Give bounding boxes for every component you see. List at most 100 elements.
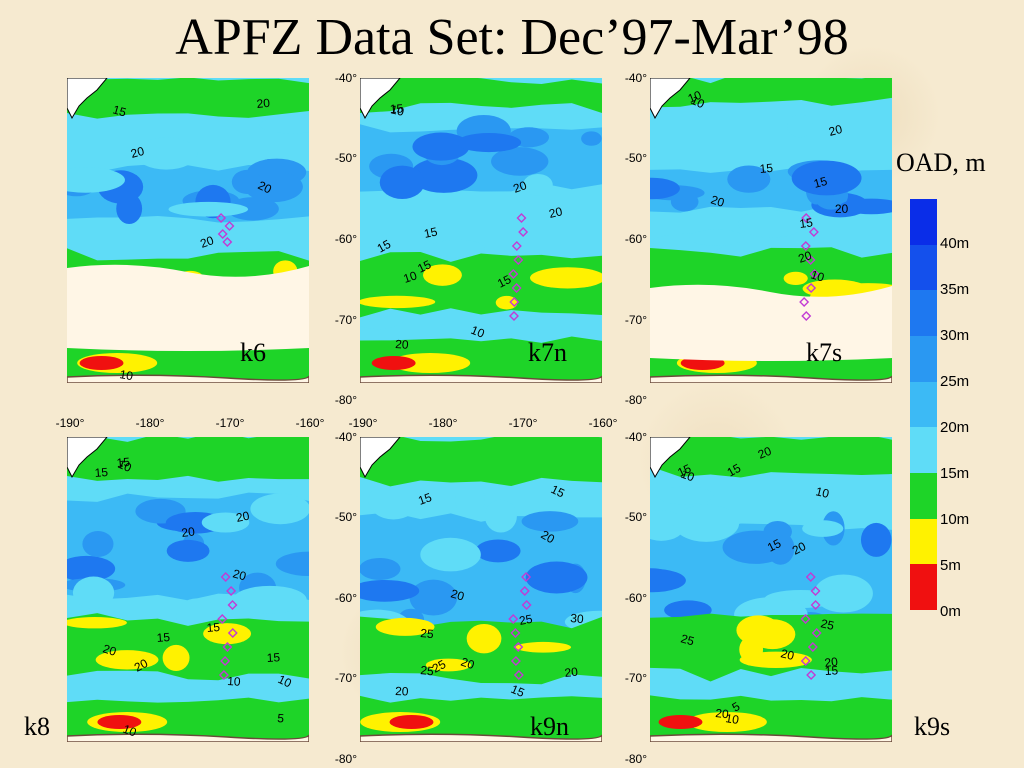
contour-blob: [802, 279, 867, 298]
lat-tick: -40°: [334, 71, 357, 85]
coastline: [360, 733, 602, 742]
contour-blob: [423, 264, 462, 286]
contour-label: 20: [181, 524, 196, 540]
contour-band-10m: [360, 78, 602, 114]
station-marker: [217, 229, 228, 239]
contour-blob: [466, 623, 502, 654]
contour-label: 20: [827, 122, 844, 139]
contour-label: 10: [121, 722, 139, 740]
contour-blob: [658, 715, 703, 729]
contour-blob: [79, 356, 124, 370]
contour-label: 15: [725, 461, 744, 480]
lat-tick: -80°: [334, 393, 357, 407]
contour-label: 15: [375, 237, 394, 256]
contour-label: 20: [511, 178, 529, 196]
contour-label: 20: [835, 202, 849, 216]
contour-label: 20: [235, 509, 251, 525]
contour-band-10m: [360, 437, 602, 487]
coastline: [67, 374, 309, 383]
contour-blob: [475, 539, 521, 563]
contour-blob: [763, 520, 792, 543]
contour-blob: [360, 557, 401, 580]
station-marker: [511, 283, 522, 293]
contour-label: 20: [709, 193, 726, 210]
station-marker: [510, 656, 521, 666]
contour-label: 15: [509, 682, 527, 700]
lon-tick: -170°: [215, 416, 245, 430]
contour-label: 25: [518, 612, 534, 628]
lat-tick: -60°: [624, 591, 647, 605]
lat-tick: -70°: [334, 313, 357, 327]
contour-blob: [168, 201, 249, 217]
contour-blob: [656, 486, 714, 505]
colorbar-swatch: [910, 244, 937, 291]
contour-label: 15: [94, 465, 109, 480]
contour-label: 20: [564, 665, 579, 680]
lat-tick: -60°: [334, 591, 357, 605]
contour-blob: [525, 561, 588, 594]
contour-label: 15: [266, 650, 280, 665]
contour-blob: [670, 192, 699, 212]
station-marker: [808, 227, 819, 237]
contour-blob: [650, 568, 686, 593]
lat-tick: -50°: [334, 151, 357, 165]
contour-blob: [166, 539, 210, 562]
contour-blob: [521, 511, 579, 532]
contour-label: 15: [390, 101, 404, 116]
lat-tick: -40°: [624, 71, 647, 85]
contour-label: 15: [812, 174, 829, 191]
map-panel-k7s: 10 20 15 15 20 20 15 20 10 10: [650, 78, 892, 383]
station-marker: [811, 628, 822, 638]
slide-title: APFZ Data Set: Dec’97-Mar’98: [175, 9, 849, 66]
contour-blob: [484, 499, 517, 533]
lat-tick: -50°: [624, 510, 647, 524]
contour-label: 20: [796, 248, 814, 266]
contour-blob: [379, 165, 425, 200]
coastline: [650, 374, 892, 383]
station-marker: [810, 586, 821, 596]
station-marker: [518, 227, 529, 237]
contour-label: 20: [395, 684, 409, 699]
station-marker: [510, 628, 521, 638]
contour-label: 15: [759, 161, 774, 176]
contour-label: 15: [495, 272, 513, 291]
colorbar-label: 20m: [940, 419, 970, 436]
contour-blob: [82, 530, 114, 558]
station-marker: [513, 255, 524, 265]
contour-blob: [360, 579, 420, 602]
station-marker: [799, 297, 810, 307]
contour-blob: [738, 210, 805, 238]
contour-label: 20: [256, 96, 271, 111]
station-marker: [521, 600, 532, 610]
map-panel-k7n: 15 20 20 15 15 15 10 15 10 20 10: [360, 78, 602, 383]
map-panel-k8: 10 15 20 20 20 15 15 20 20 15 10 10 10 5 15: [67, 437, 309, 742]
station-marker: [805, 255, 816, 265]
contour-label: 30: [570, 611, 585, 626]
station-marker: [509, 311, 519, 321]
contour-blob: [686, 712, 767, 732]
contour-label: 10: [809, 267, 826, 284]
contour-label: 10: [686, 88, 704, 106]
contour-blob: [375, 617, 435, 636]
station-marker: [516, 213, 527, 223]
lon-tick: -190°: [348, 416, 378, 430]
station-marker: [220, 572, 231, 582]
contour-label: 15: [549, 482, 567, 501]
contour-blob: [67, 617, 127, 629]
colorbar-label: 0m: [940, 603, 961, 620]
contour-blob: [201, 512, 250, 533]
lon-tick: -170°: [508, 416, 538, 430]
contour-label: 15: [156, 630, 171, 645]
contour-label: 20: [756, 444, 774, 462]
contour-label: 15: [416, 490, 434, 508]
colorbar-label: 30m: [940, 327, 970, 344]
panel-label-k8: k8: [24, 712, 50, 741]
panel-label-k7s: k7s: [806, 338, 843, 367]
panel-label-k7n: k7n: [528, 338, 567, 367]
station-marker: [222, 642, 233, 652]
contour-blob: [259, 116, 309, 134]
contour-label: 10: [679, 467, 697, 485]
lat-tick: -70°: [624, 671, 647, 685]
colorbar-swatch: [910, 290, 937, 337]
contour-blob: [135, 137, 198, 170]
